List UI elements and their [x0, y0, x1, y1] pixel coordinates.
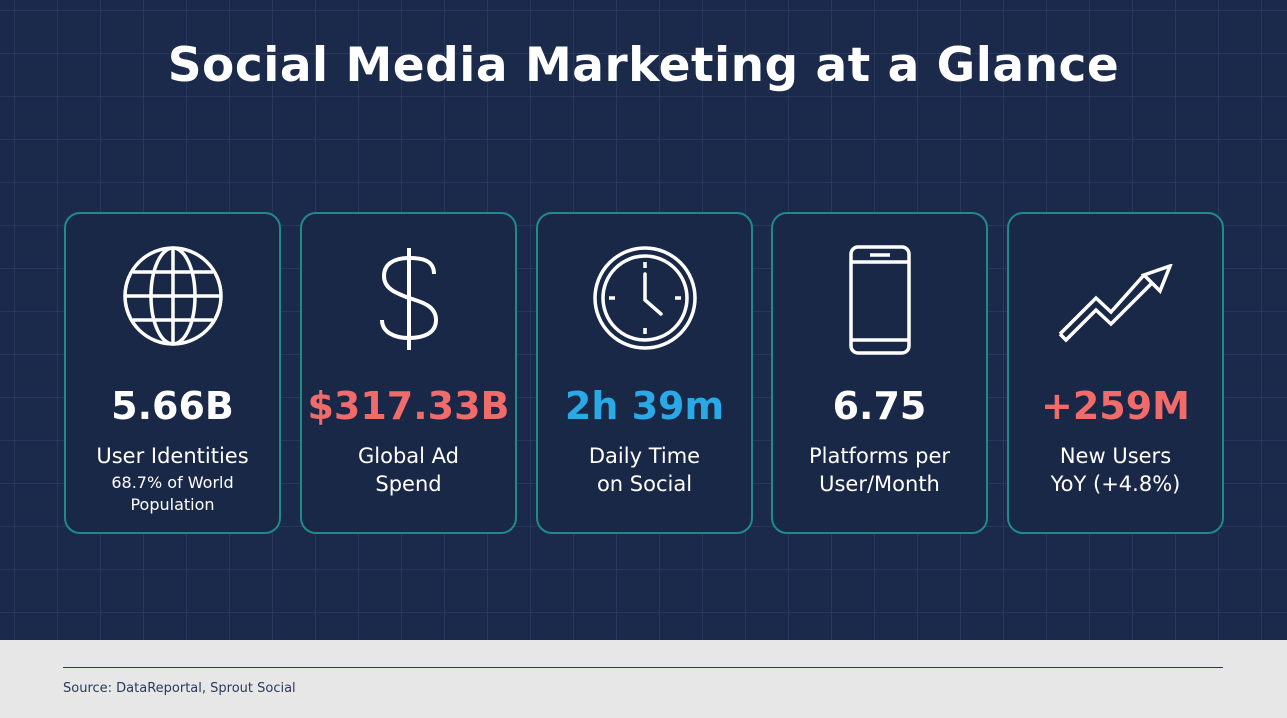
stat-value: 5.66B	[111, 384, 234, 428]
stat-value: +259M	[1041, 384, 1190, 428]
stat-card: 5.66B User Identities 68.7% of World Popu…	[64, 212, 281, 534]
stat-sublabel: 68.7% of World Population	[66, 472, 279, 516]
divider	[63, 667, 1223, 668]
globe-icon	[122, 246, 223, 346]
text-line: 68.7% of World	[111, 473, 234, 492]
stat-label: New Users YoY (+4.8%)	[1009, 442, 1222, 498]
stat-card: +259M New Users YoY (+4.8%)	[1007, 212, 1224, 534]
stat-card: $317.33B Global Ad Spend	[300, 212, 517, 534]
stat-card: 6.75 Platforms per User/Month	[771, 212, 988, 534]
trend-icon	[1058, 264, 1173, 343]
title: Social Media Marketing at a Glance	[167, 38, 1120, 93]
stat-value: 6.75	[832, 384, 927, 428]
clock-icon	[592, 246, 697, 350]
stat-label: Global Ad Spend	[302, 442, 515, 498]
stat-card: 2h 39m Daily Time on Social	[536, 212, 753, 534]
text-line: User Identities	[96, 444, 249, 468]
text-line: New Users	[1059, 444, 1172, 468]
text-line: Population	[130, 495, 215, 514]
footer: Source: DataReportal, Sprout Social	[0, 640, 1287, 718]
stat-label: Platforms per User/Month	[773, 442, 986, 498]
stat-label: User Identities	[66, 442, 279, 470]
dollar-icon	[379, 248, 438, 350]
source-note: Source: DataReportal, Sprout Social	[63, 681, 296, 696]
text-line: Spend	[375, 472, 442, 496]
stat-value: $317.33B	[307, 384, 510, 428]
text-line: Daily Time	[588, 444, 701, 468]
phone-icon	[848, 245, 911, 355]
text-line: Global Ad	[358, 444, 459, 468]
text-line: User/Month	[819, 472, 940, 496]
text-line: on Social	[596, 472, 693, 496]
stat-value: 2h 39m	[564, 384, 725, 428]
text-line: Platforms per	[808, 444, 951, 468]
stat-label: Daily Time on Social	[538, 442, 751, 498]
text-line: YoY (+4.8%)	[1050, 472, 1181, 496]
